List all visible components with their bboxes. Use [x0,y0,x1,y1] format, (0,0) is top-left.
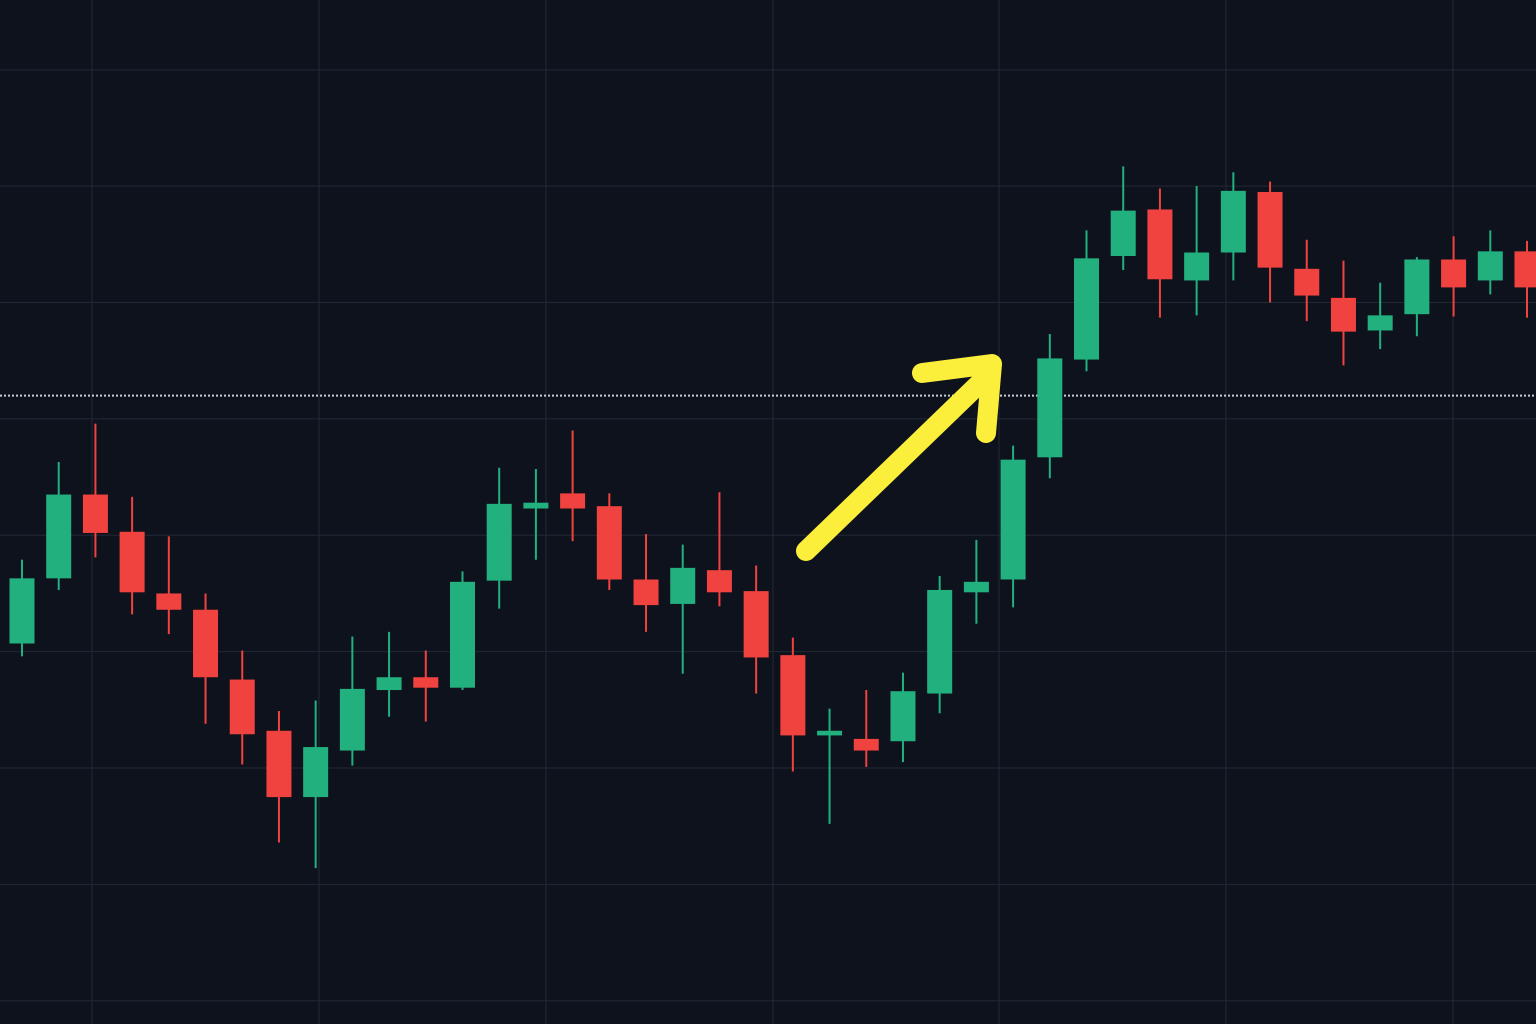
candle-body [303,747,329,798]
candle-body [596,506,622,580]
candle-body [853,738,879,751]
candle-body [1514,251,1536,288]
candle-body [229,679,255,735]
arrow-head [912,354,1002,443]
candle-body [670,567,696,604]
candle-body [1404,259,1430,315]
candle-body [486,503,512,581]
trend-arrow [796,354,1002,561]
candle-body [743,591,769,658]
candle-body [1477,251,1503,281]
candle-body [706,570,732,593]
candle-body [193,609,219,678]
candle-body [523,502,549,509]
candle-body [376,677,402,691]
candle-body [119,531,145,593]
candle-body [1037,358,1063,458]
candle-body [9,578,35,644]
candle-body [780,655,806,736]
candle-body [817,730,843,736]
candle-body [1441,259,1467,288]
candle-body [1294,268,1320,296]
candle-body [82,494,108,533]
candle-body [963,581,989,593]
candle-body [1330,297,1356,332]
candle-body [46,494,72,579]
candle-body [449,581,475,688]
candle-body [1367,315,1393,331]
candle-body [927,589,953,694]
vertical-grid [91,0,1454,1024]
candle-body [1257,192,1283,268]
candle-body [156,593,182,610]
candle-body [1220,190,1246,253]
candle-body [890,691,916,742]
candle-body [560,493,586,509]
candle-body [339,688,365,751]
arrow-shaft [796,368,995,561]
candle-body [413,677,439,688]
candle-body [1000,459,1026,580]
plot [0,69,1536,1002]
candle-body [266,730,292,798]
candle-body [1074,258,1100,360]
candle-body [1110,210,1136,256]
candle-body [1184,252,1210,281]
candle-body [1147,209,1173,280]
candle-body [633,579,659,606]
